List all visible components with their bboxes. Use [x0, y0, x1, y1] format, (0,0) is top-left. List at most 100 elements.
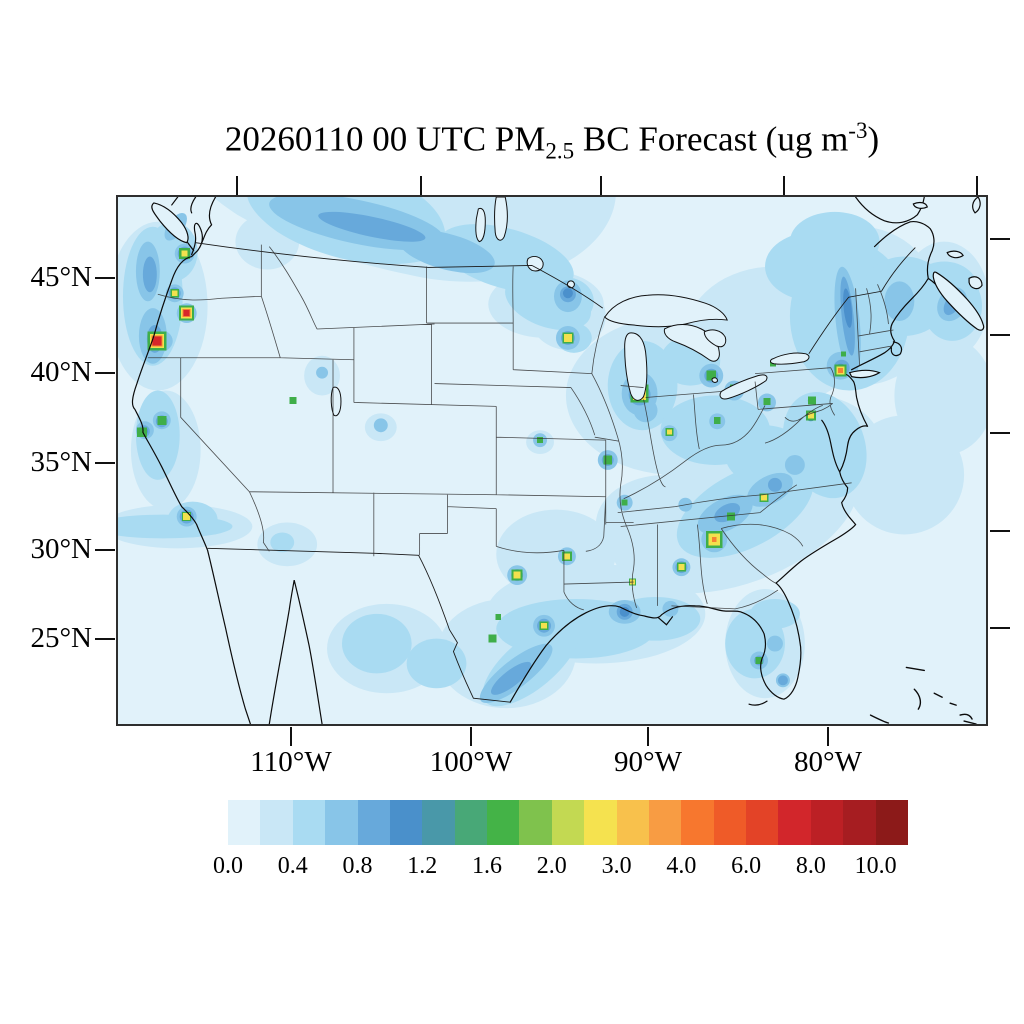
colorbar-segment [584, 800, 617, 845]
lon-tick-label: 80°W [794, 746, 862, 778]
title-text-3: ) [867, 119, 880, 159]
hotspot-atlanta [711, 536, 717, 542]
hotspot-columbus [713, 416, 721, 424]
hotspot-detroit [706, 370, 717, 381]
hotspot-kansas-city [537, 437, 544, 444]
lake-mille-lacs [566, 280, 575, 289]
coastlines [131, 197, 945, 724]
hotspot-minneapolis [563, 333, 572, 342]
colorbar [228, 800, 908, 845]
title-text-2: BC Forecast (ug m [574, 119, 849, 159]
colorbar-segment [487, 800, 520, 845]
hotspot-tampa [755, 657, 763, 664]
hotspot-charlotte [761, 494, 768, 501]
colorbar-segment [389, 800, 423, 845]
lat-tick-label: 30°N [30, 533, 92, 565]
great-salt-lake [330, 386, 342, 417]
right-tick [990, 238, 1010, 240]
colorbar-segment [616, 800, 649, 845]
hotspot-birmingham [678, 564, 685, 571]
right-tick [990, 627, 1010, 629]
hotspot-memphis [621, 499, 628, 506]
map-plot-area [116, 195, 988, 726]
colorbar-segment [228, 800, 261, 845]
georgian-bay [703, 329, 727, 348]
lakes [330, 197, 810, 417]
colorbar-tick-label: 10.0 [854, 853, 897, 879]
lat-tick [95, 549, 115, 551]
lake-st-clair [711, 377, 718, 383]
nova-scotia [932, 271, 985, 331]
lon-tick [827, 727, 829, 746]
forecast-map [118, 197, 986, 724]
hotspot-new-york-city [838, 368, 844, 374]
colorbar-tick-label: 3.0 [601, 853, 632, 879]
colorbar-segment [810, 800, 844, 845]
hotspot-austin [495, 613, 502, 620]
colorbar-segment [681, 800, 714, 845]
lat-tick-label: 35°N [30, 446, 92, 478]
lake-ontario [770, 352, 810, 365]
colorbar-segment [260, 800, 293, 845]
lon-tick-label: 110°W [250, 746, 332, 778]
state-boundaries [147, 244, 894, 611]
newfoundland-corner [972, 197, 981, 214]
colorbar-tick-label: 0.0 [213, 853, 243, 879]
colorbar-segment [454, 800, 487, 845]
colorbar-tick-label: 0.8 [342, 853, 373, 879]
top-tick [420, 176, 422, 195]
colorbar-segment [648, 800, 682, 845]
anticosti-island [912, 201, 928, 209]
lon-tick [470, 727, 472, 746]
lat-tick [95, 372, 115, 374]
hotspot-salem-oregon [171, 290, 178, 297]
lat-tick-label: 40°N [30, 356, 92, 388]
colorbar-segment [875, 800, 908, 845]
lake-manitoba [475, 207, 486, 243]
colorbar-segment [746, 800, 779, 845]
hotspot-indianapolis [666, 429, 672, 435]
long-island [848, 369, 881, 379]
hotspot-san-francisco-bay [136, 427, 147, 438]
title-text-1: 20260110 00 UTC PM [224, 119, 546, 159]
hotspot-pittsburgh [763, 397, 771, 405]
colorbar-segment [357, 800, 390, 845]
lat-tick [95, 277, 115, 279]
hotspot-st-louis [603, 455, 613, 465]
right-tick [990, 432, 1010, 434]
colorbar-tick-label: 4.0 [666, 853, 697, 879]
lon-tick [647, 727, 649, 746]
hotspot-greenville-sc [727, 512, 736, 521]
hotspot-sacramento [157, 415, 167, 425]
lon-tick-label: 90°W [614, 746, 682, 778]
bahamas-islands [869, 666, 977, 724]
top-tick [783, 176, 785, 195]
lake-erie [719, 374, 768, 400]
colorbar-segment [551, 800, 585, 845]
hotspot-dallas [513, 571, 521, 579]
colorbar-segment [325, 800, 358, 845]
hotspot-shreveport [563, 553, 570, 560]
top-tick [600, 176, 602, 195]
colorbar-tick-label: 2.0 [536, 853, 567, 879]
right-tick [990, 530, 1010, 532]
top-tick [976, 176, 978, 195]
lake-michigan [624, 332, 648, 401]
hotspot-reno [289, 396, 297, 404]
hotspot-central-oregon [183, 310, 190, 317]
lat-tick-label: 25°N [30, 622, 92, 654]
colorbar-tick-label: 0.4 [277, 853, 308, 879]
vancouver-island [151, 202, 189, 244]
colorbar-tick-label: 8.0 [795, 853, 826, 879]
plot-title: 20260110 00 UTC PM2.5 BC Forecast (ug m-… [116, 118, 988, 165]
hotspot-san-antonio [488, 634, 497, 643]
hotspot-houston [541, 622, 548, 629]
lat-tick-label: 45°N [30, 261, 92, 293]
hotspot-philadelphia [807, 396, 816, 405]
hotspot-los-angeles [183, 513, 191, 521]
colorbar-segment [422, 800, 455, 845]
title-superscript: -3 [848, 118, 868, 143]
canada-border [195, 242, 916, 355]
cape-breton [968, 276, 983, 290]
